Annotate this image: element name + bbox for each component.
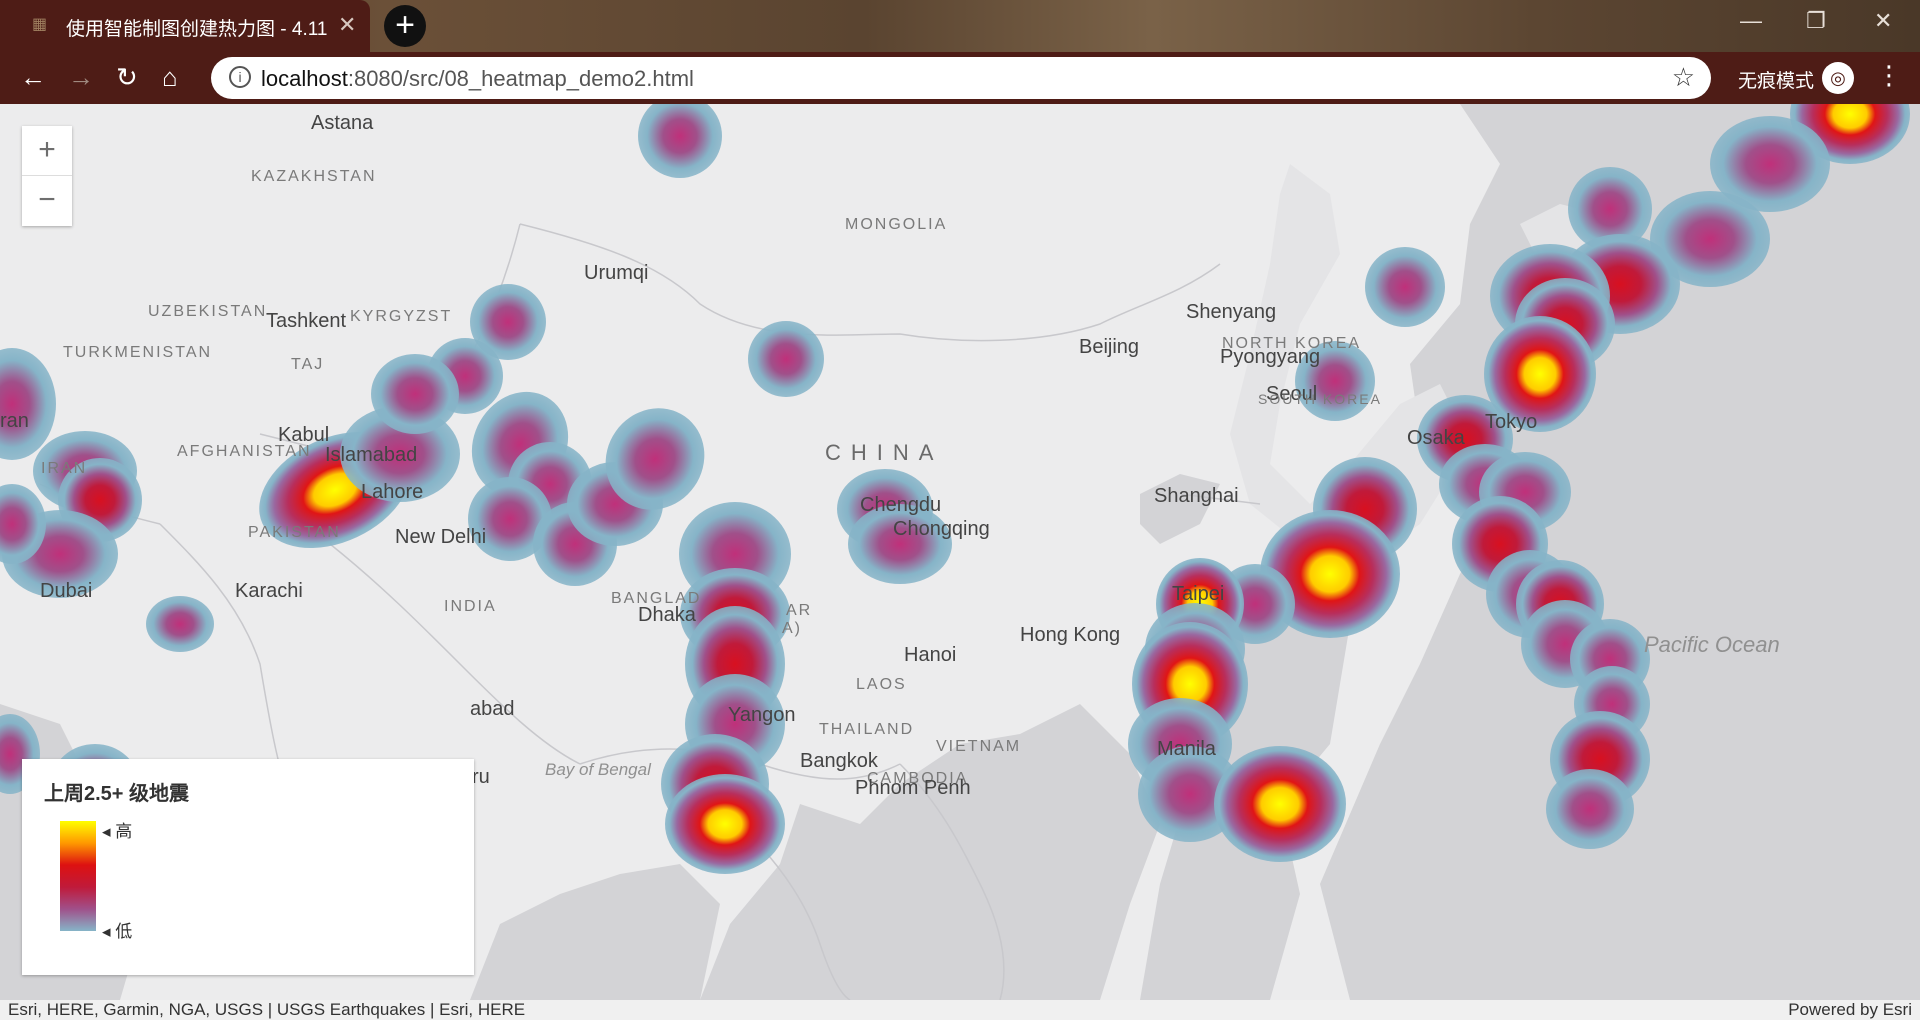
label-tashkent: Tashkent (266, 310, 347, 332)
label-hanoi: Hanoi (904, 644, 957, 666)
browser-tab[interactable]: ▦ 使用智能制图创建热力图 - 4.11 ✕ (0, 0, 370, 52)
basemap (0, 104, 1920, 1000)
heatmap-legend: 上周2.5+ 级地震 ◂ 高 ◂ 低 (22, 759, 474, 975)
label-kyrgyzstan: KYRGYZST (350, 308, 453, 325)
address-bar[interactable]: i localhost:8080/src/08_heatmap_demo2.ht… (211, 57, 1711, 99)
label-islamabad: Islamabad (325, 444, 418, 466)
new-tab-button[interactable]: + (384, 5, 426, 47)
label-osaka: Osaka (1407, 427, 1465, 449)
label-kabul: Kabul (278, 424, 330, 446)
back-icon[interactable]: ← (20, 62, 46, 92)
label-dubai: Dubai (40, 580, 93, 602)
home-icon[interactable]: ⌂ (162, 62, 178, 92)
legend-color-ramp (60, 821, 96, 931)
label-laos: LAOS (856, 676, 907, 693)
minimize-icon[interactable]: — (1740, 8, 1762, 33)
label-bay-of-bengal: Bay of Bengal (545, 760, 651, 779)
label-chengdu: Chengdu (860, 494, 942, 516)
incognito-label: 无痕模式 (1738, 71, 1815, 92)
label-turkmenistan: TURKMENISTAN (63, 344, 213, 361)
browser-title-bar: ▦ 使用智能制图创建热力图 - 4.11 ✕ + — ❐ ✕ (0, 0, 1920, 52)
zoom-control: + − (22, 126, 72, 226)
site-info-icon[interactable]: i (229, 66, 251, 88)
powered-by-esri[interactable]: Powered by Esri (1788, 1000, 1912, 1019)
attribution-bar: Esri, HERE, Garmin, NGA, USGS | USGS Ear… (0, 1000, 1920, 1020)
label-abad: abad (470, 698, 515, 720)
label-vietnam: VIETNAM (936, 738, 1022, 755)
label-new-delhi: New Delhi (395, 526, 487, 548)
label-dhaka: Dhaka (638, 604, 696, 626)
label-yangon: Yangon (728, 704, 796, 726)
label-astana: Astana (311, 112, 374, 134)
label-manila: Manila (1157, 738, 1216, 760)
label-pacific-ocean: Pacific Ocean (1644, 632, 1780, 657)
label-taipei: Taipei (1172, 583, 1225, 605)
incognito-icon[interactable]: ◎ (1822, 62, 1854, 94)
url-text[interactable]: localhost:8080/src/08_heatmap_demo2.html (261, 66, 694, 91)
label-shenyang: Shenyang (1186, 301, 1277, 323)
label-chongqing: Chongqing (893, 518, 990, 540)
label-cambodia: CAMBODIA (867, 770, 969, 787)
label-india: INDIA (444, 598, 497, 615)
window-close-icon[interactable]: ✕ (1874, 8, 1893, 33)
label-shanghai: Shanghai (1154, 485, 1239, 507)
label-seoul: Seoul (1266, 383, 1318, 405)
reload-icon[interactable]: ↻ (116, 62, 138, 92)
label-kazakhstan: KAZAKHSTAN (251, 168, 377, 185)
label-phnom-penh: Phnom Penh (855, 777, 971, 799)
label-north-korea: NORTH KOREA (1222, 335, 1362, 352)
label-mongolia: MONGOLIA (845, 216, 948, 233)
forward-icon[interactable]: → (68, 62, 94, 92)
label-pakistan: PAKISTAN (248, 524, 341, 541)
label-bangladesh: BANGLAD (611, 590, 702, 607)
label-beijing: Beijing (1079, 336, 1140, 358)
label-ru: ru (472, 766, 490, 788)
label-myanmar: AR (786, 602, 813, 619)
label-tehran: ran (0, 410, 29, 432)
page-favicon-icon: ▦ (32, 16, 48, 33)
label-thailand: THAILAND (819, 721, 915, 738)
label-china: CHINA (825, 440, 944, 465)
label-myanmar-2: A) (782, 620, 802, 637)
label-iran: IRAN (41, 460, 88, 477)
label-south-korea: SOUTH KOREA (1258, 391, 1382, 407)
label-uzbekistan: UZBEKISTAN (148, 303, 268, 320)
attribution-text[interactable]: Esri, HERE, Garmin, NGA, USGS | USGS Ear… (8, 1000, 526, 1019)
restore-icon[interactable]: ❐ (1806, 8, 1826, 33)
tab-title: 使用智能制图创建热力图 - 4.11 (66, 19, 328, 40)
browser-menu-icon[interactable]: ⋮ (1876, 60, 1902, 90)
earthquake-heatmap-layer (0, 104, 1910, 874)
label-lahore: Lahore (361, 481, 424, 503)
legend-low-label: ◂ 低 (102, 922, 133, 941)
label-tajikistan: TAJ (291, 356, 325, 373)
zoom-out-button[interactable]: − (38, 183, 56, 216)
label-pyongyang: Pyongyang (1220, 346, 1321, 368)
label-hong-kong: Hong Kong (1020, 624, 1121, 646)
tab-close-icon[interactable]: ✕ (338, 12, 357, 37)
legend-title: 上周2.5+ 级地震 (44, 783, 190, 805)
label-afghanistan: AFGHANISTAN (177, 443, 312, 460)
label-bangkok: Bangkok (800, 750, 878, 772)
bookmark-star-icon[interactable]: ☆ (1671, 62, 1695, 92)
zoom-in-button[interactable]: + (22, 126, 72, 176)
label-karachi: Karachi (235, 580, 303, 602)
label-tokyo: Tokyo (1485, 411, 1538, 433)
legend-high-label: ◂ 高 (102, 822, 133, 841)
label-urumqi: Urumqi (584, 262, 649, 284)
